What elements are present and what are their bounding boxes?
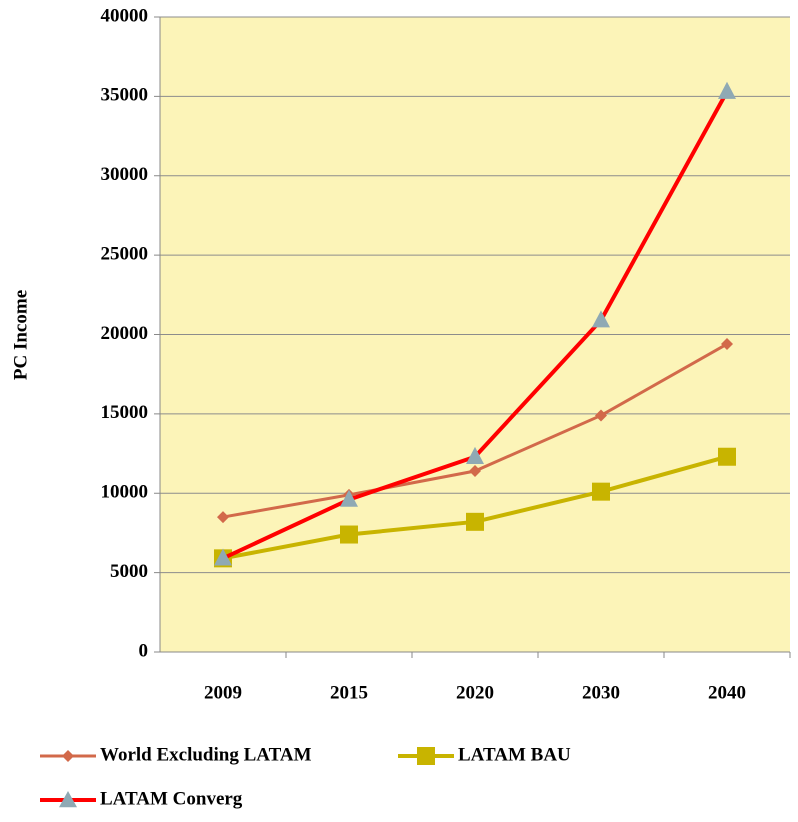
y-tick-label: 0 [139, 640, 149, 661]
legend-label: LATAM BAU [458, 744, 571, 765]
legend-marker [62, 750, 74, 762]
data-point [340, 489, 358, 507]
data-point [595, 409, 607, 422]
data-point [718, 81, 736, 99]
data-point [466, 512, 484, 531]
data-point [214, 548, 232, 566]
data-point [217, 511, 229, 524]
legend-label: World Excluding LATAM [100, 744, 312, 765]
y-tick-label: 40000 [101, 5, 149, 26]
data-point [592, 310, 610, 328]
y-tick-label: 10000 [101, 482, 149, 503]
legend-label: LATAM Converg [100, 788, 243, 809]
y-tick-label: 15000 [101, 402, 149, 423]
x-tick-label: 2009 [204, 682, 242, 703]
legend-marker [59, 791, 77, 808]
y-tick-label: 20000 [101, 323, 149, 344]
data-point [721, 338, 733, 351]
data-point [592, 482, 610, 501]
data-point [340, 525, 358, 544]
y-tick-label: 35000 [101, 85, 149, 106]
x-tick-label: 2040 [708, 682, 746, 703]
x-tick-label: 2030 [582, 682, 620, 703]
x-tick-label: 2015 [330, 682, 368, 703]
y-tick-label: 5000 [110, 561, 148, 582]
legend-marker [417, 747, 435, 765]
y-tick-label: 30000 [101, 164, 149, 185]
data-point [469, 465, 481, 478]
data-point [466, 446, 484, 464]
y-axis-label: PC Income [10, 290, 31, 380]
x-tick-label: 2020 [456, 682, 494, 703]
data-point [718, 447, 736, 466]
y-tick-label: 25000 [101, 243, 149, 264]
